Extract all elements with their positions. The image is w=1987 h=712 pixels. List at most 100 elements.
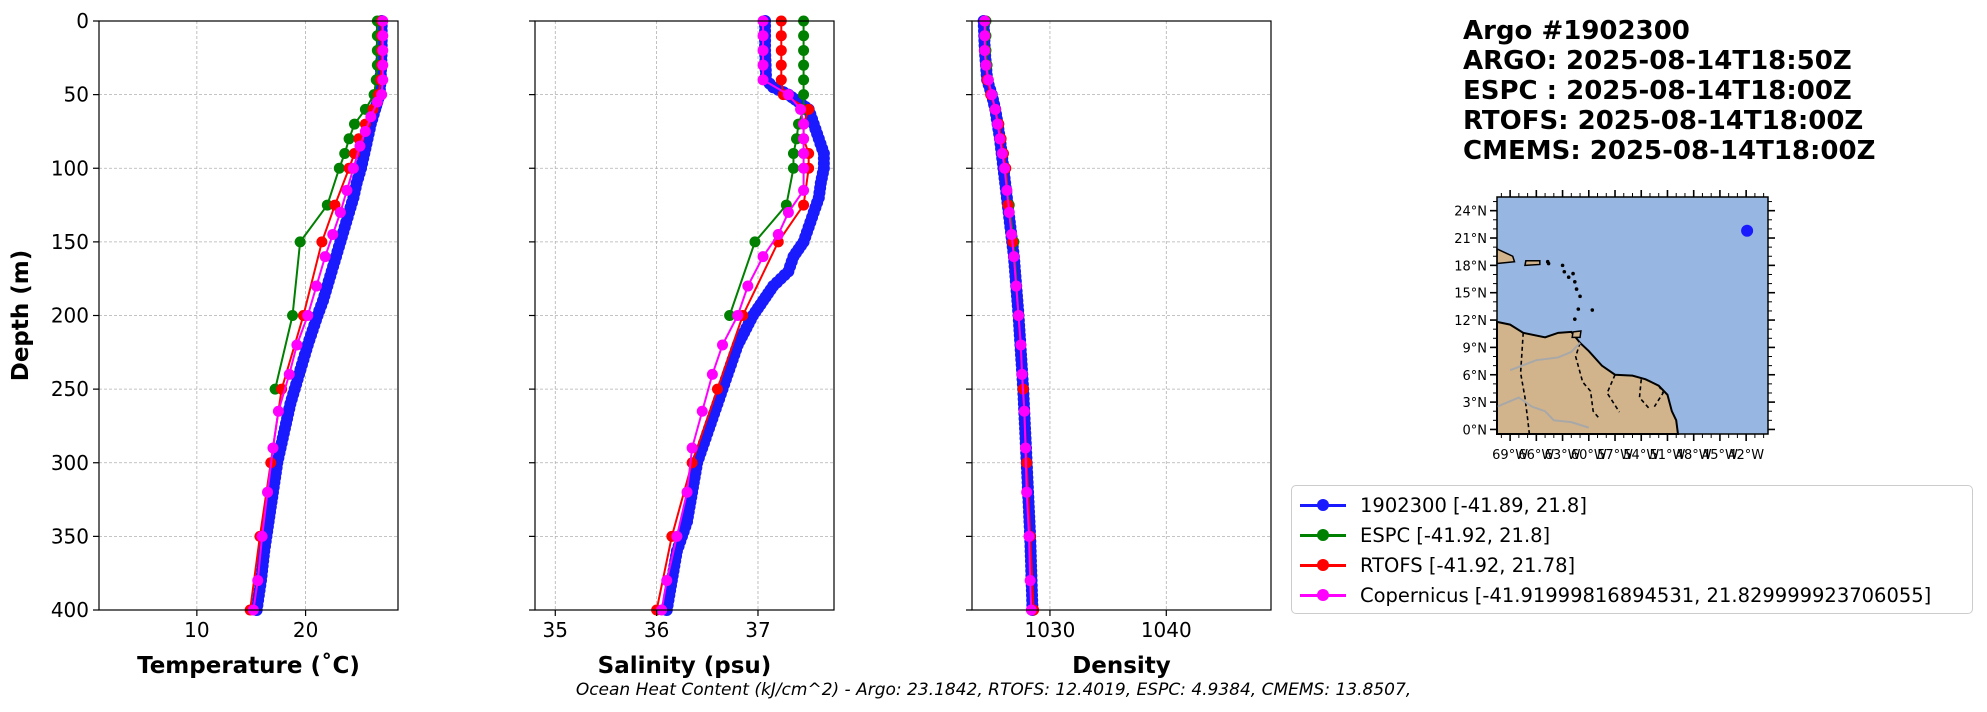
map-border bbox=[1519, 332, 1531, 435]
data-point bbox=[272, 405, 284, 417]
y-tick-label: 250 bbox=[51, 377, 89, 401]
map-island bbox=[1562, 269, 1567, 274]
data-point bbox=[354, 140, 366, 152]
data-point bbox=[757, 44, 769, 56]
legend-label: 1902300 [-41.89, 21.8] bbox=[1360, 493, 1587, 517]
info-rtofs-time: RTOFS: 2025-08-14T18:00Z bbox=[1463, 106, 1864, 136]
legend-label: ESPC [-41.92, 21.8] bbox=[1360, 523, 1551, 547]
x-tick-label: 36 bbox=[644, 618, 669, 642]
map-border bbox=[1638, 379, 1651, 410]
data-point bbox=[711, 383, 723, 395]
legend: 1902300 [-41.89, 21.8] ESPC [-41.92, 21.… bbox=[1291, 485, 1973, 614]
profile-panel-3: 1030 1040 Density bbox=[966, 15, 1272, 679]
data-point bbox=[1018, 405, 1030, 417]
data-point bbox=[989, 103, 1001, 115]
inset-map: 69°W66°W63°W60°W57°W54°W51°W48°W45°W42°W… bbox=[1454, 190, 1775, 463]
map-island bbox=[1576, 307, 1581, 311]
data-point bbox=[775, 44, 787, 56]
y-tick-label: 50 bbox=[64, 83, 89, 107]
map-lat-label: 6°N bbox=[1463, 369, 1488, 384]
legend-entry-argo: 1902300 [-41.89, 21.8] bbox=[1300, 490, 1964, 520]
data-point bbox=[377, 74, 389, 86]
map-lat-label: 9°N bbox=[1463, 341, 1488, 356]
x-tick-label: 10 bbox=[184, 618, 209, 642]
data-point bbox=[775, 74, 787, 86]
data-point bbox=[798, 162, 810, 174]
map-lon-label: 60°W bbox=[1571, 448, 1607, 463]
data-point bbox=[696, 405, 708, 417]
data-point bbox=[982, 74, 994, 86]
map-island bbox=[1571, 330, 1582, 339]
map-lat-label: 24°N bbox=[1454, 205, 1487, 220]
data-point bbox=[1008, 251, 1020, 263]
data-point bbox=[1010, 280, 1022, 292]
data-point bbox=[795, 103, 807, 115]
data-point bbox=[798, 74, 810, 86]
map-lat-label: 18°N bbox=[1454, 259, 1487, 274]
data-point bbox=[994, 133, 1006, 145]
data-point bbox=[798, 44, 810, 56]
map-border bbox=[1653, 385, 1665, 408]
y-tick-label: 200 bbox=[51, 304, 89, 328]
data-point bbox=[327, 229, 339, 241]
data-point bbox=[717, 339, 729, 351]
data-point bbox=[671, 530, 683, 542]
map-lon-label: 45°W bbox=[1702, 448, 1738, 463]
data-point bbox=[1015, 339, 1027, 351]
data-point bbox=[732, 310, 744, 321]
x-axis-label: Temperature (˚C) bbox=[137, 652, 360, 679]
data-point bbox=[979, 44, 991, 56]
float-marker bbox=[1741, 224, 1754, 237]
map-lat-label: 0°N bbox=[1463, 423, 1488, 438]
x-axis-label: Density bbox=[1072, 653, 1171, 679]
y-tick-label: 0 bbox=[76, 9, 89, 33]
data-point bbox=[333, 162, 345, 174]
data-point bbox=[798, 30, 810, 42]
data-point bbox=[787, 162, 799, 174]
axes-frame bbox=[98, 20, 399, 611]
data-point bbox=[803, 103, 815, 115]
data-point bbox=[798, 133, 810, 145]
legend-entry-espc: ESPC [-41.92, 21.8] bbox=[1300, 520, 1964, 550]
data-point bbox=[359, 125, 371, 137]
legend-marker bbox=[1300, 589, 1346, 601]
map-river bbox=[1496, 396, 1590, 429]
legend-label: Copernicus [-41.91999816894531, 21.82999… bbox=[1360, 583, 1932, 607]
data-point bbox=[757, 59, 769, 71]
x-axis-label: Salinity (psu) bbox=[598, 653, 772, 679]
data-point bbox=[724, 310, 736, 321]
y-tick-label: 100 bbox=[51, 156, 89, 180]
data-point bbox=[302, 310, 314, 321]
data-point bbox=[1006, 229, 1018, 241]
data-point bbox=[798, 148, 810, 160]
map-island bbox=[1560, 263, 1565, 268]
data-point bbox=[1021, 486, 1033, 498]
data-point bbox=[377, 59, 389, 71]
legend-label: RTOFS [-41.92, 21.78] bbox=[1360, 553, 1576, 577]
data-point bbox=[782, 89, 794, 101]
data-point bbox=[979, 30, 991, 42]
data-point bbox=[996, 148, 1008, 160]
info-argo-time: ARGO: 2025-08-14T18:50Z bbox=[1463, 46, 1852, 76]
series-copernicus bbox=[979, 15, 1037, 616]
data-point bbox=[775, 30, 787, 42]
data-point bbox=[757, 251, 769, 263]
y-tick-label: 350 bbox=[51, 524, 89, 548]
data-point bbox=[316, 236, 328, 248]
x-tick-label: 1030 bbox=[1024, 618, 1075, 642]
data-point bbox=[775, 59, 787, 71]
data-point bbox=[798, 199, 810, 211]
data-point bbox=[347, 162, 359, 174]
y-tick-label: 300 bbox=[51, 451, 89, 475]
data-point bbox=[291, 339, 303, 351]
data-point bbox=[321, 199, 333, 211]
data-point bbox=[1001, 184, 1013, 196]
x-tick-label: 1040 bbox=[1141, 618, 1192, 642]
legend-marker bbox=[1300, 529, 1346, 541]
map-island bbox=[1590, 308, 1595, 312]
info-cmems-time: CMEMS: 2025-08-14T18:00Z bbox=[1463, 136, 1876, 166]
series-rtofs bbox=[651, 15, 815, 616]
y-tick-label: 150 bbox=[51, 230, 89, 254]
x-tick-label: 20 bbox=[293, 618, 318, 642]
